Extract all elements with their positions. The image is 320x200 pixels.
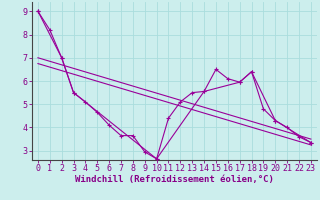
X-axis label: Windchill (Refroidissement éolien,°C): Windchill (Refroidissement éolien,°C) [75, 175, 274, 184]
